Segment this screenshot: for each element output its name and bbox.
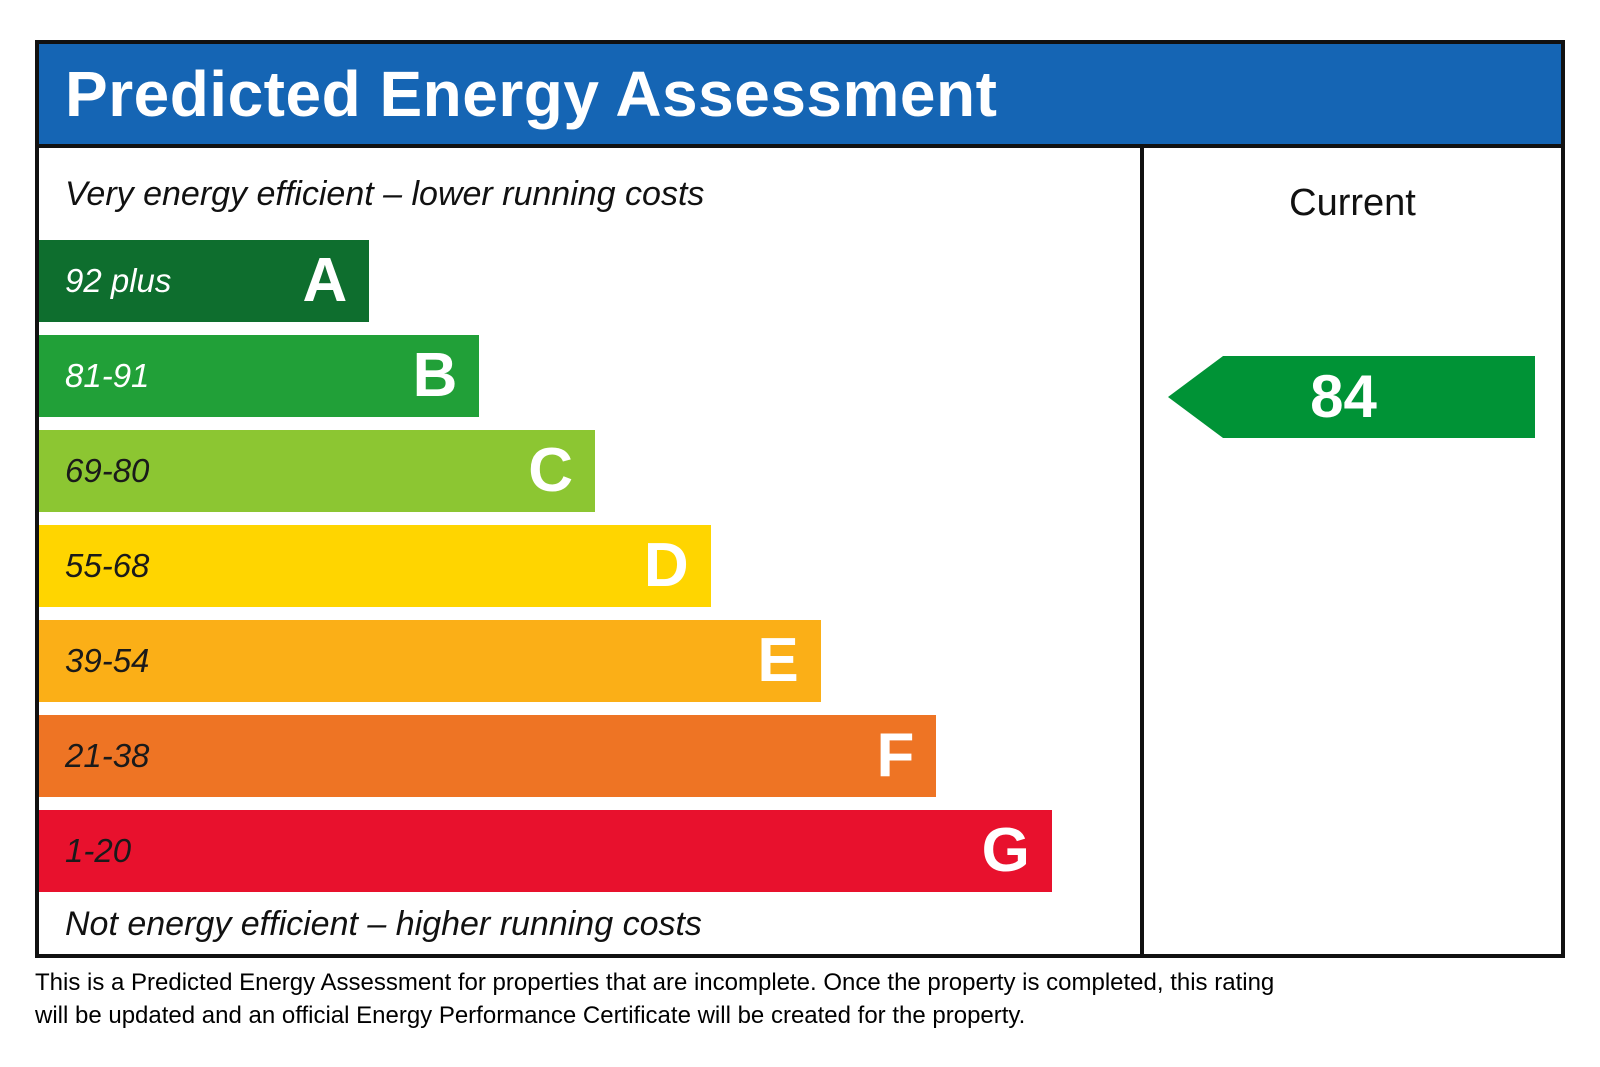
band-row: 21-38 F [39,715,1140,797]
footnote: This is a Predicted Energy Assessment fo… [35,969,1275,1030]
band-bar: 92 plus A [39,240,370,322]
band-bar: 81-91 B [39,335,480,417]
current-panel: Current 84 [1140,148,1561,954]
band-range-label: 55-68 [65,547,150,584]
band-range-label: 69-80 [65,452,150,489]
band-range-label: 21-38 [65,737,150,774]
band-grade-letter: D [643,531,689,600]
band-row: 92 plus A [39,240,1140,322]
band-bar: 69-80 C [39,430,595,512]
band-grade-letter: G [981,816,1030,885]
band-row: 1-20 G [39,810,1140,892]
title-bar: Predicted Energy Assessment [39,44,1561,148]
band-bar: 39-54 E [39,620,821,702]
band-bar: 55-68 D [39,525,711,607]
bands: 92 plus A 81-91 B 69-80 C 55-68 D 39-54 … [39,240,1140,892]
band-grade-letter: C [528,436,573,505]
band-range-label: 81-91 [65,357,150,394]
band-range-label: 39-54 [65,642,150,679]
band-grade-letter: A [302,246,348,315]
band-row: 81-91 B [39,335,1140,417]
certificate-frame: Predicted Energy Assessment Very energy … [35,40,1565,958]
current-column-header: Current [1289,182,1416,224]
band-grade-letter: E [757,626,799,695]
band-range-label: 1-20 [65,832,132,869]
caption-not-efficient: Not energy efficient – higher running co… [65,905,702,943]
band-grade-letter: B [412,341,458,410]
page-title: Predicted Energy Assessment [65,58,998,130]
band-row: 55-68 D [39,525,1140,607]
band-bar: 1-20 G [39,810,1052,892]
current-rating-arrow: 84 [1168,356,1535,438]
band-row: 69-80 C [39,430,1140,512]
band-range-label: 92 plus [65,262,172,299]
caption-efficient: Very energy efficient – lower running co… [65,174,705,213]
chart-panel: Very energy efficient – lower running co… [39,148,1140,954]
band-row: 39-54 E [39,620,1140,702]
band-bar: 21-38 F [39,715,937,797]
band-grade-letter: F [876,721,915,790]
current-rating-value: 84 [1310,363,1377,430]
content-area: Very energy efficient – lower running co… [39,148,1561,954]
